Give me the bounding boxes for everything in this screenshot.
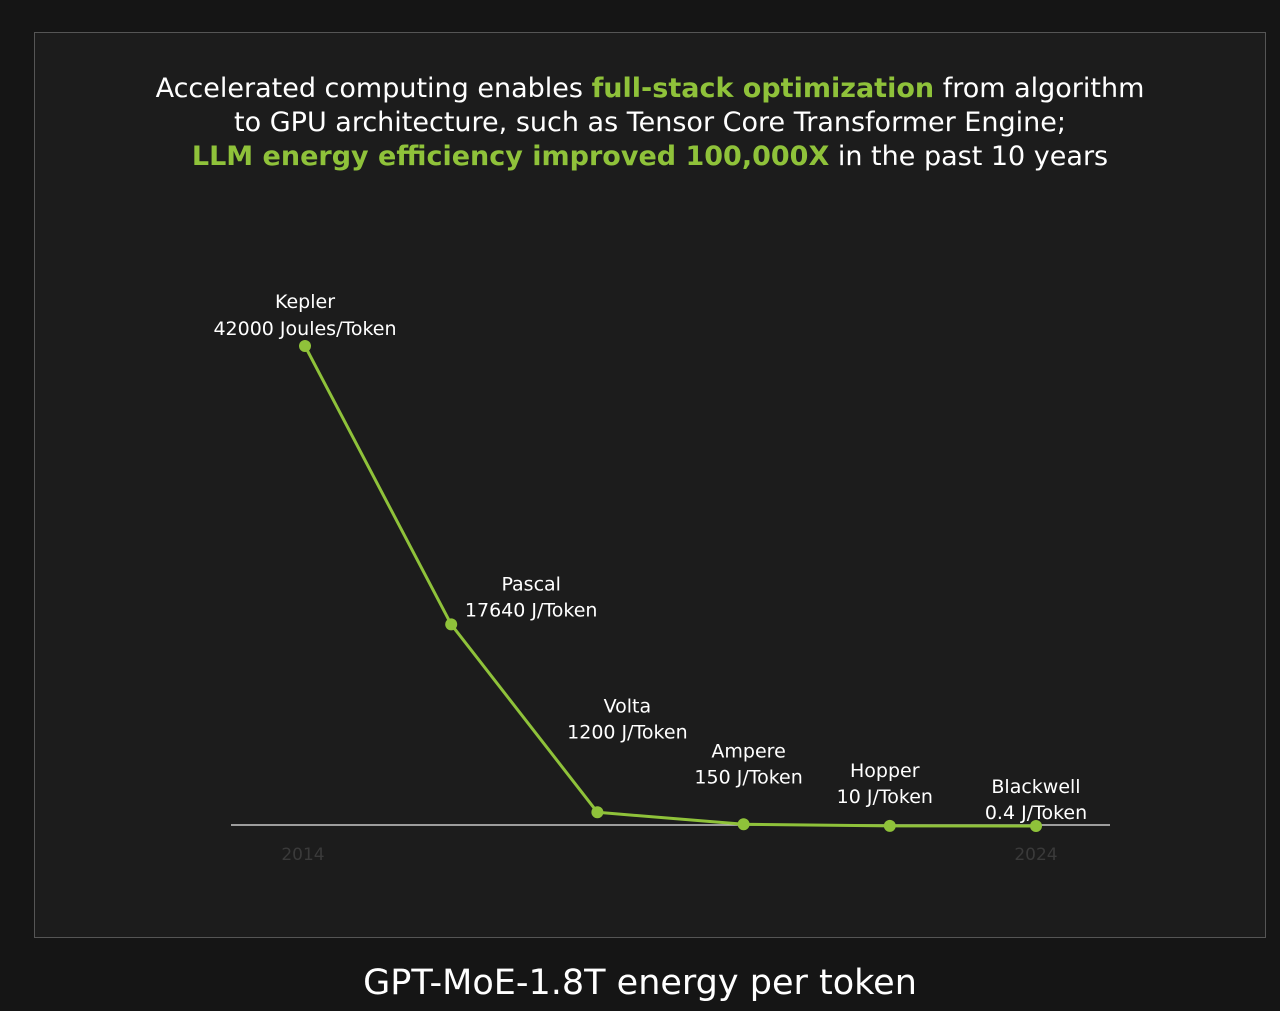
- point-name-label: Volta: [604, 695, 652, 717]
- headline: Accelerated computing enables full-stack…: [34, 72, 1266, 174]
- point-value-label: 1200 J/Token: [567, 721, 687, 743]
- headline-line-3: LLM energy efficiency improved 100,000X …: [34, 140, 1266, 174]
- data-point-hopper: [883, 819, 896, 832]
- chart-panel: [34, 32, 1266, 938]
- data-point-pascal: [445, 618, 458, 631]
- headline-line-2: to GPU architecture, such as Tensor Core…: [234, 107, 1066, 138]
- headline-highlight: LLM energy efficiency improved 100,000X: [191, 141, 830, 172]
- data-point-volta: [591, 806, 604, 819]
- point-name-label: Pascal: [501, 573, 561, 595]
- x-tick-label: 2014: [281, 845, 324, 865]
- chart-title: GPT-MoE-1.8T energy per token: [363, 963, 917, 1003]
- point-name-label: Ampere: [711, 740, 785, 762]
- point-value-label: 10 J/Token: [837, 786, 933, 808]
- point-value-label: 42000 Joules/Token: [213, 318, 396, 340]
- headline-line-1: Accelerated computing enables full-stack…: [34, 72, 1266, 106]
- series-line: [303, 345, 1037, 828]
- headline-highlight: full-stack optimization: [591, 73, 935, 104]
- point-value-label: 17640 J/Token: [465, 599, 598, 621]
- headline-text: in the past 10 years: [829, 141, 1109, 172]
- point-name-label: Blackwell: [991, 776, 1080, 798]
- point-value-label: 150 J/Token: [694, 766, 802, 788]
- point-value-label: 0.4 J/Token: [985, 802, 1087, 824]
- headline-text: from algorithm: [934, 73, 1145, 104]
- point-name-label: Hopper: [850, 760, 920, 782]
- x-tick-label: 2024: [1014, 845, 1057, 865]
- headline-text: Accelerated computing enables: [155, 73, 592, 104]
- data-point-ampere: [737, 818, 750, 831]
- point-name-label: Kepler: [275, 291, 335, 313]
- data-point-blackwell: [1030, 819, 1042, 832]
- data-point-kepler: [299, 340, 311, 352]
